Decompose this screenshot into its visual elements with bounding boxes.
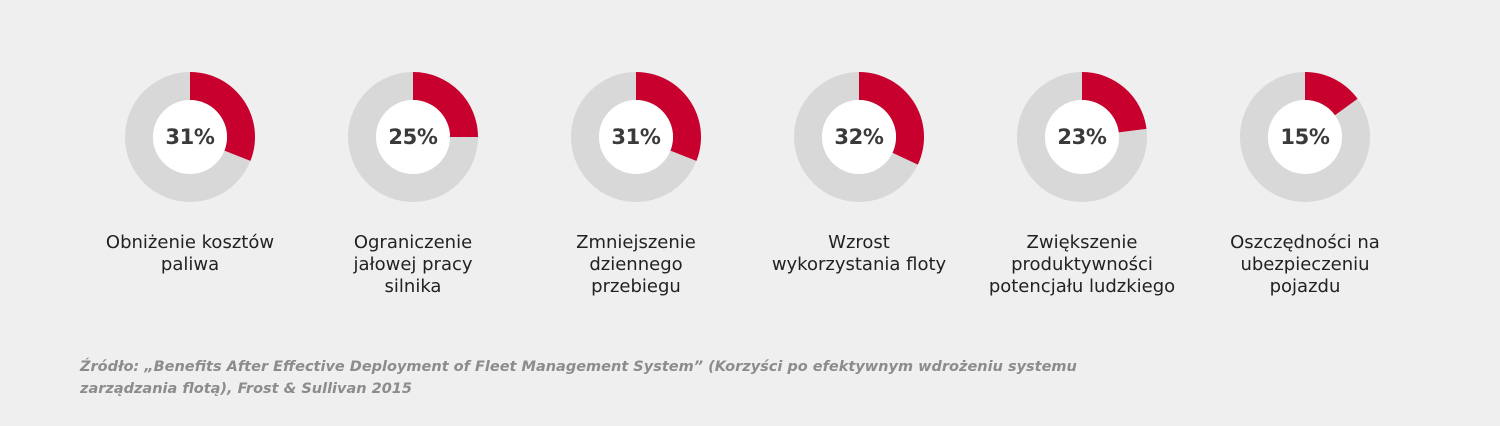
donut-segment-5 [1082, 72, 1147, 133]
donut-caption-line: produktywności [1011, 254, 1153, 275]
donut-value-label-6: 15% [1280, 125, 1330, 149]
donut-chart-2: 25% [348, 72, 478, 202]
donut-caption-line: silnika [384, 276, 442, 297]
donut-caption-line: Ograniczenie [353, 232, 473, 253]
donut-caption-line: ubezpieczeniu [1240, 254, 1370, 275]
donut-caption-line: potencjału ludzkiego [988, 276, 1176, 297]
donut-segment-4 [859, 72, 924, 165]
donut-svg-2 [348, 72, 478, 202]
donut-caption-line: Wzrost [828, 232, 890, 253]
donut-caption-line: wykorzystania floty [771, 254, 947, 275]
donut-svg-1 [125, 72, 255, 202]
donut-caption-line: paliwa [160, 254, 220, 275]
donut-center-2 [376, 100, 450, 174]
donut-segment-1 [190, 72, 255, 161]
donut-value-label-2: 25% [388, 125, 438, 149]
donut-value-label-5: 23% [1057, 125, 1107, 149]
donut-chart-3: 31% [571, 72, 701, 202]
donut-chart-4: 32% [794, 72, 924, 202]
donut-chart-5: 23% [1017, 72, 1147, 202]
source-note: Źródło: „Benefits After Effective Deploy… [80, 356, 1320, 400]
donut-center-4 [822, 100, 896, 174]
donut-caption-line: Oszczędności na [1230, 232, 1380, 253]
donut-chart-1: 31% [125, 72, 255, 202]
donut-svg-6 [1240, 72, 1370, 202]
donut-center-1 [153, 100, 227, 174]
donut-center-5 [1045, 100, 1119, 174]
donut-segment-6 [1305, 72, 1358, 116]
source-line-2: zarządzania flotą), Frost & Sullivan 201… [80, 381, 412, 397]
donut-caption-2: Ograniczenie jałowej pracy silnika [298, 232, 528, 298]
donut-caption-line: przebiegu [591, 276, 681, 297]
donut-caption-line: Zwiększenie [1026, 232, 1138, 253]
donut-caption-3: Zmniejszenie dziennego przebiegu [521, 232, 751, 298]
source-line-1: Źródło: „Benefits After Effective Deploy… [80, 359, 1077, 375]
donut-caption-5: Zwiększenie produktywności potencjału ludz… [967, 232, 1197, 298]
donut-caption-1: Obniżenie kosztów paliwa [75, 232, 305, 276]
donut-svg-4 [794, 72, 924, 202]
donut-chart-6: 15% [1240, 72, 1370, 202]
donut-segment-2 [413, 72, 478, 137]
donut-caption-4: Wzrost wykorzystania floty [744, 232, 974, 276]
donut-caption-line: Obniżenie kosztów [105, 232, 275, 253]
donut-svg-5 [1017, 72, 1147, 202]
donut-charts-row: 31% Obniżenie kosztów paliwa 25% Ograniczeni… [75, 72, 1420, 298]
donut-segment-3 [636, 72, 701, 161]
donut-caption-line: Zmniejszenie [576, 232, 696, 253]
donut-center-3 [599, 100, 673, 174]
donut-center-6 [1268, 100, 1342, 174]
donut-caption-line: pojazdu [1269, 276, 1341, 297]
donut-caption-line: jałowej pracy [353, 254, 473, 275]
donut-svg-3 [571, 72, 701, 202]
donut-value-label-4: 32% [834, 125, 884, 149]
donut-caption-line: dziennego [589, 254, 683, 275]
donut-value-label-1: 31% [165, 125, 215, 149]
donut-value-label-3: 31% [611, 125, 661, 149]
donut-caption-6: Oszczędności na ubezpieczeniu pojazdu [1190, 232, 1420, 298]
